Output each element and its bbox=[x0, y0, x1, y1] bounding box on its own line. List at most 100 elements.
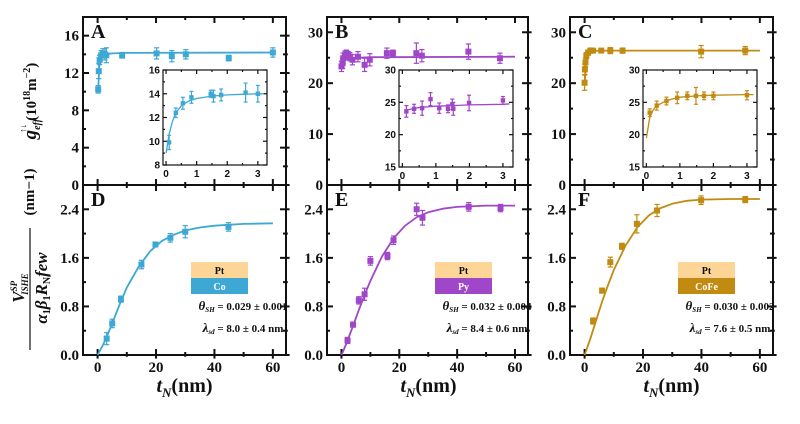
data-point bbox=[497, 203, 504, 213]
x-tick-label: 40 bbox=[694, 360, 709, 376]
y-tick-label: 4 bbox=[72, 141, 80, 157]
y-tick-label: 0 bbox=[72, 178, 80, 194]
data-point bbox=[389, 49, 396, 57]
y-tick-label: 30 bbox=[308, 25, 323, 41]
marker-square bbox=[693, 93, 699, 99]
y-tick-label: 14 bbox=[149, 89, 161, 100]
marker-square bbox=[500, 98, 506, 103]
marker-square bbox=[182, 228, 189, 235]
y-label-unit: (nm−1) bbox=[22, 169, 38, 216]
data-point bbox=[383, 47, 390, 59]
data-point bbox=[189, 90, 194, 104]
marker-square bbox=[598, 47, 605, 54]
marker-square bbox=[445, 106, 451, 111]
data-point bbox=[418, 48, 425, 63]
plot-frame bbox=[82, 184, 287, 356]
x-tick-label: 1 bbox=[433, 171, 439, 182]
marker-square bbox=[349, 56, 356, 63]
data-point bbox=[180, 96, 186, 110]
data-point bbox=[355, 296, 362, 305]
theta-annotation: θSH = 0.029 ± 0.001 bbox=[199, 298, 288, 314]
data-point bbox=[182, 225, 189, 239]
data-point bbox=[152, 241, 159, 248]
data-point bbox=[354, 51, 361, 63]
data-point bbox=[633, 214, 640, 234]
data-point bbox=[428, 92, 433, 107]
marker-square bbox=[346, 53, 353, 60]
marker-square bbox=[243, 90, 248, 95]
marker-square bbox=[437, 105, 442, 111]
y-tick-label: 20 bbox=[551, 76, 566, 92]
layer-legend: Pt Py bbox=[435, 262, 492, 294]
data-point bbox=[218, 88, 224, 102]
x-tick-label: 0 bbox=[644, 171, 650, 182]
data-point bbox=[419, 100, 425, 116]
x-tick-label: 2 bbox=[711, 171, 717, 182]
data-point bbox=[742, 45, 749, 56]
data-point bbox=[167, 232, 174, 243]
y-tick-label: 30 bbox=[551, 25, 566, 41]
data-point bbox=[693, 86, 699, 105]
plot-frame bbox=[569, 184, 774, 356]
y-tick-label: 20 bbox=[308, 76, 323, 92]
data-point bbox=[675, 91, 680, 105]
marker-square bbox=[153, 50, 160, 57]
data-point bbox=[664, 96, 669, 106]
y-tick-label: 0.0 bbox=[547, 348, 566, 364]
y-tick-label: 0.8 bbox=[547, 299, 566, 315]
data-point bbox=[182, 49, 189, 60]
plot-frame bbox=[162, 69, 268, 166]
data-point bbox=[225, 54, 232, 62]
y-tick-label: 0.0 bbox=[304, 348, 323, 364]
panel-F: 0 20 40 60 0.0 0.8 1.6 2.4 F Pt CoFe θSH = 0.030 ± … bbox=[547, 184, 777, 376]
x-axis-label: tN(nm) bbox=[156, 375, 212, 400]
data-point bbox=[744, 90, 750, 101]
x-tick-label: 0 bbox=[163, 169, 169, 180]
fm-layer bbox=[678, 278, 735, 294]
data-point bbox=[255, 84, 261, 103]
inset-C: 0 1 2 3 15 20 25 30 bbox=[629, 66, 758, 182]
x-tick-label: 0 bbox=[581, 360, 589, 376]
marker-square bbox=[366, 56, 373, 63]
x-tick-label: 40 bbox=[207, 360, 222, 376]
marker-square bbox=[619, 47, 626, 54]
y-tick-label: 0.0 bbox=[60, 348, 79, 364]
data-point bbox=[168, 49, 175, 63]
marker-square bbox=[384, 253, 391, 260]
data-point bbox=[390, 235, 397, 246]
marker-square bbox=[361, 61, 368, 68]
theta-annotation: θSH = 0.032 ± 0.004 bbox=[443, 298, 532, 314]
plot-frame bbox=[642, 69, 758, 168]
data-point bbox=[404, 104, 409, 118]
data-point bbox=[243, 82, 248, 103]
panel-E: 0 20 40 60 0.0 0.8 1.6 2.4 E Pt Py θSH = 0.032 ± 0.… bbox=[304, 184, 532, 376]
x-tick-label: 20 bbox=[636, 360, 651, 376]
x-tick-label: 1 bbox=[677, 171, 683, 182]
y-tick-label: 30 bbox=[629, 66, 641, 77]
y-tick-label: 12 bbox=[149, 113, 161, 124]
marker-square bbox=[419, 214, 426, 221]
data-point bbox=[685, 91, 690, 101]
y-tick-label: 0.8 bbox=[60, 299, 79, 315]
data-point bbox=[103, 47, 110, 64]
marker-square bbox=[411, 106, 417, 111]
data-point bbox=[598, 47, 605, 54]
marker-square bbox=[189, 95, 194, 100]
marker-square bbox=[698, 197, 705, 204]
data-point bbox=[590, 317, 597, 325]
marker-square bbox=[675, 95, 680, 101]
data-point bbox=[269, 47, 276, 58]
plot-frame bbox=[398, 69, 514, 168]
marker-square bbox=[103, 52, 110, 59]
data-point bbox=[119, 51, 126, 59]
data-point bbox=[465, 43, 472, 60]
data-point bbox=[619, 47, 626, 54]
data-point bbox=[95, 84, 102, 94]
data-point bbox=[361, 287, 368, 301]
y-tick-label: 15 bbox=[629, 163, 641, 174]
y-tick-label: 16 bbox=[64, 29, 80, 45]
marker-square bbox=[367, 257, 374, 264]
